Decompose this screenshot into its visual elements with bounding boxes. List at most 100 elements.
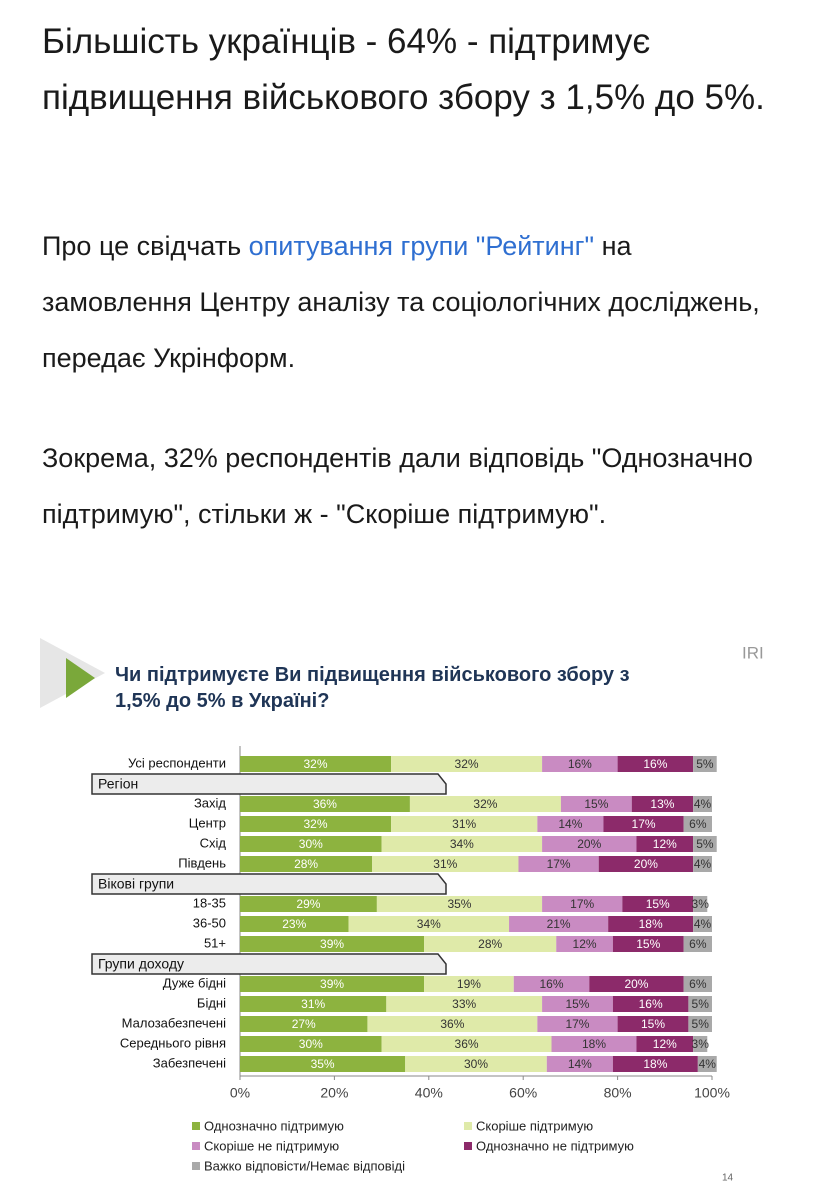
bar-segment: [542, 896, 623, 912]
bar-segment: [391, 816, 538, 832]
value-label: 28%: [294, 857, 318, 871]
bar-segment: [683, 816, 712, 832]
value-label: 3%: [692, 897, 710, 911]
legend-label: Скоріше підтримую: [476, 1118, 593, 1133]
bar-segment: [693, 796, 712, 812]
value-label: 16%: [568, 757, 592, 771]
bar-segment: [556, 936, 613, 952]
group-header: [91, 873, 447, 895]
value-label: 30%: [299, 837, 323, 851]
source: IRI: [742, 643, 764, 662]
bar-segment: [509, 916, 609, 932]
bar-segment: [636, 1036, 694, 1052]
value-label: 14%: [568, 1057, 592, 1071]
value-label: 4%: [694, 857, 712, 871]
value-label: 29%: [296, 897, 320, 911]
value-label: 20%: [577, 837, 601, 851]
value-label: 28%: [478, 937, 502, 951]
value-label: 12%: [573, 937, 597, 951]
value-label: 36%: [440, 1017, 464, 1031]
legend-swatch: [192, 1122, 200, 1130]
bar-segment: [603, 816, 684, 832]
value-label: 12%: [653, 837, 677, 851]
value-label: 32%: [304, 817, 328, 831]
bar-segment: [612, 996, 689, 1012]
bar-segment: [348, 916, 510, 932]
group-header: [91, 953, 447, 975]
bar-segment: [683, 936, 712, 952]
value-label: 15%: [641, 1017, 665, 1031]
paragraph: Про це свідчать опитування групи "Рейтин…: [42, 218, 782, 386]
value-label: 21%: [547, 917, 571, 931]
bar-segment: [542, 756, 618, 772]
paragraph: Зокрема, 32% респондентів дали відповідь…: [42, 430, 782, 542]
value-label: 20%: [634, 857, 658, 871]
value-label: 19%: [457, 977, 481, 991]
bar-segment: [622, 896, 694, 912]
legend-label: Однозначно підтримую: [204, 1118, 344, 1133]
value-label: 18%: [643, 1057, 667, 1071]
bar-segment: [240, 756, 392, 772]
category-label: Усі респонденти: [128, 755, 226, 770]
value-label: 35%: [447, 897, 471, 911]
value-label: 3%: [692, 1037, 710, 1051]
chart: IRI 14 Чи підтримуєте Ви підвищення війс…: [40, 638, 764, 1184]
value-label: 30%: [299, 1037, 323, 1051]
value-label: 36%: [455, 1037, 479, 1051]
group-label: Групи доходу: [98, 956, 184, 972]
value-label: 12%: [653, 1037, 677, 1051]
value-label: 15%: [565, 997, 589, 1011]
bar-segment: [372, 856, 519, 872]
bar-segment: [636, 836, 694, 852]
value-label: 35%: [311, 1057, 335, 1071]
bar-segment: [240, 1036, 382, 1052]
bar-segment: [631, 796, 694, 812]
bar-segment: [688, 1016, 712, 1032]
value-label: 5%: [692, 1017, 710, 1031]
value-label: 5%: [696, 837, 714, 851]
value-label: 5%: [692, 997, 710, 1011]
value-label: 6%: [689, 937, 707, 951]
value-label: 34%: [450, 837, 474, 851]
category-label: Схід: [200, 835, 227, 850]
category-label: 18-35: [193, 895, 226, 910]
legend-swatch: [464, 1122, 472, 1130]
text: Зокрема, 32% респондентів дали відповідь…: [42, 443, 753, 529]
bar-segment: [367, 1016, 538, 1032]
value-label: 34%: [417, 917, 441, 931]
bar-segment: [240, 936, 425, 952]
legend-swatch: [192, 1162, 200, 1170]
x-tick-label: 0%: [230, 1085, 250, 1101]
value-label: 39%: [320, 977, 344, 991]
value-label: 16%: [540, 977, 564, 991]
category-label: Центр: [189, 815, 226, 830]
link[interactable]: опитування групи "Рейтинг": [248, 231, 595, 261]
bar-segment: [683, 976, 712, 992]
category-label: Малозабезпечені: [122, 1015, 226, 1030]
bar-segment: [589, 976, 684, 992]
legend-swatch: [464, 1142, 472, 1150]
legend-label: Однозначно не підтримую: [476, 1138, 634, 1153]
bar-segment: [551, 1036, 637, 1052]
value-label: 31%: [433, 857, 457, 871]
bar-segment: [240, 816, 392, 832]
bar-segment: [424, 936, 557, 952]
value-label: 17%: [632, 817, 656, 831]
value-label: 31%: [452, 817, 476, 831]
group-header: [91, 773, 447, 795]
bar-segment: [697, 1056, 717, 1072]
bar-segment: [240, 796, 410, 812]
value-label: 15%: [636, 937, 660, 951]
group-label: Вікові групи: [98, 876, 174, 892]
category-label: Бідні: [197, 995, 226, 1010]
bar-segment: [240, 856, 373, 872]
bar-segment: [240, 996, 387, 1012]
x-tick-label: 20%: [320, 1085, 348, 1101]
bar-segment: [424, 976, 514, 992]
bar-segment: [240, 1016, 368, 1032]
value-label: 13%: [650, 797, 674, 811]
value-label: 32%: [304, 757, 328, 771]
bar-segment: [537, 816, 604, 832]
bar-segment: [381, 836, 543, 852]
